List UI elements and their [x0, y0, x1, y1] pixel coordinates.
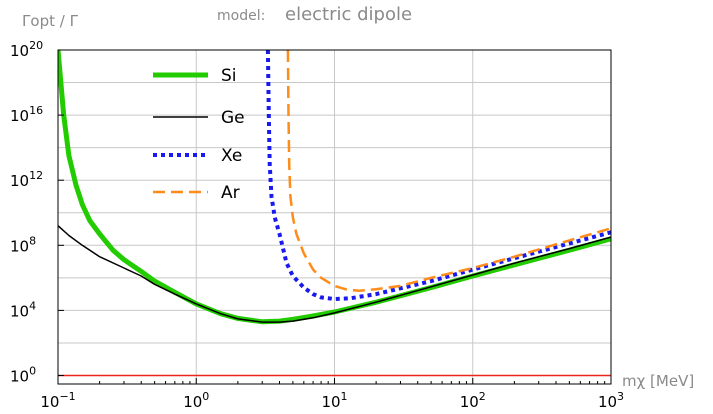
plot-frame: [57, 49, 612, 385]
x-tick-label: 101: [321, 390, 347, 411]
legend-label-ar: Ar: [221, 183, 240, 203]
legend: Si Ge Xe Ar: [153, 66, 245, 203]
x-tick-label: 100: [183, 390, 209, 411]
chart-title-prefix: model:: [217, 8, 265, 24]
x-axis-label: mχ [MeV]: [622, 372, 694, 390]
y-tick-label: 100: [10, 364, 36, 385]
chart-title: electric dipole: [285, 4, 412, 25]
x-tick-label: 10−1: [40, 390, 75, 411]
x-tick-label: 102: [460, 390, 486, 411]
y-tick-label: 1016: [10, 104, 43, 125]
y-tick-label: 104: [10, 299, 36, 320]
y-tick-label: 1020: [10, 39, 43, 60]
series-line-xe: [265, 50, 611, 301]
y-tick-label: 1012: [10, 169, 43, 190]
x-tick-labels: 10−1 100 101 102 103: [40, 390, 624, 411]
y-axis-label: Γopt / Γ: [22, 12, 79, 30]
y-tick-label: 108: [10, 234, 36, 255]
legend-label-si: Si: [221, 66, 237, 86]
gridlines: [57, 49, 612, 384]
series-line-ge: [58, 224, 611, 323]
y-tick-labels: 100 104 108 1012 1016 1020: [10, 39, 43, 385]
x-tick-label: 103: [598, 390, 624, 411]
legend-label-ge: Ge: [221, 108, 245, 128]
series-line-ar: [286, 50, 611, 293]
series-group: [58, 50, 611, 325]
legend-label-xe: Xe: [221, 146, 242, 166]
